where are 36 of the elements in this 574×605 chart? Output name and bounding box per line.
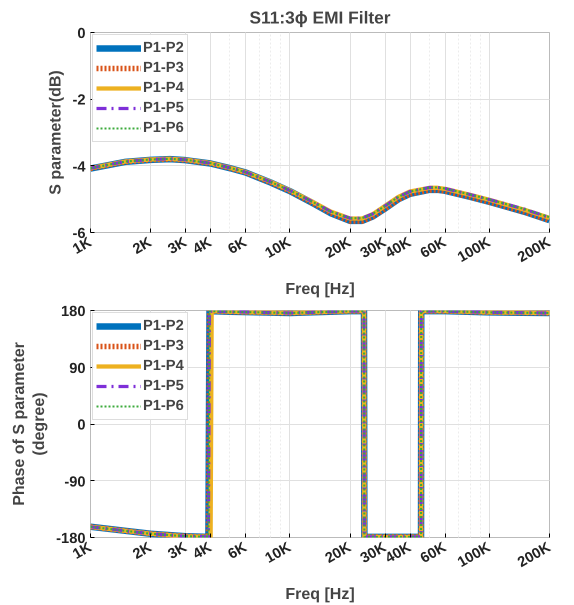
- y-tick-label: -4: [72, 159, 86, 176]
- y-tick-label: -2: [72, 92, 86, 109]
- y-tick-label: -90: [64, 474, 86, 490]
- y-tick-label: 0: [77, 26, 86, 42]
- y-tick-label: 90: [69, 360, 86, 377]
- y-axis-title: S parameter(dB): [47, 70, 64, 195]
- x-tick-label: 20K: [322, 234, 354, 262]
- x-tick-label: 10K: [262, 539, 294, 567]
- x-tick-label: 6K: [225, 234, 250, 258]
- legend-label: P1-P2: [143, 318, 184, 334]
- x-tick-label: 6K: [225, 539, 250, 563]
- legend-label: P1-P2: [143, 40, 184, 56]
- legend-label: P1-P4: [143, 80, 184, 96]
- chart-title: S11:3ϕ EMI Filter: [249, 8, 391, 28]
- legend-label: P1-P3: [143, 60, 184, 76]
- x-tick-label: 4K: [190, 234, 215, 258]
- y-tick-label: 0: [77, 418, 86, 434]
- legend-label: P1-P6: [143, 120, 184, 136]
- x-tick-label: 20K: [322, 539, 354, 567]
- x-tick-label: 10K: [262, 234, 294, 262]
- x-axis-title: Freq [Hz]: [285, 586, 355, 603]
- legend-label: P1-P4: [143, 358, 184, 374]
- legend-label: P1-P5: [143, 378, 184, 394]
- x-tick-label: 2K: [130, 234, 155, 258]
- legend-label: P1-P5: [143, 100, 184, 116]
- legend-label: P1-P3: [143, 338, 184, 354]
- x-tick-label: 60K: [418, 234, 450, 262]
- y-tick-label: 180: [61, 304, 86, 320]
- legend-label: P1-P6: [143, 398, 184, 414]
- y-axis-title: Phase of S parameter (degree): [10, 342, 48, 506]
- x-tick-label: 4K: [190, 539, 215, 563]
- x-axis-title: Freq [Hz]: [285, 280, 355, 298]
- x-tick-label: 3K: [165, 539, 190, 563]
- x-tick-label: 3K: [165, 234, 190, 258]
- x-tick-label: 2K: [130, 539, 155, 563]
- x-tick-label: 60K: [418, 539, 450, 567]
